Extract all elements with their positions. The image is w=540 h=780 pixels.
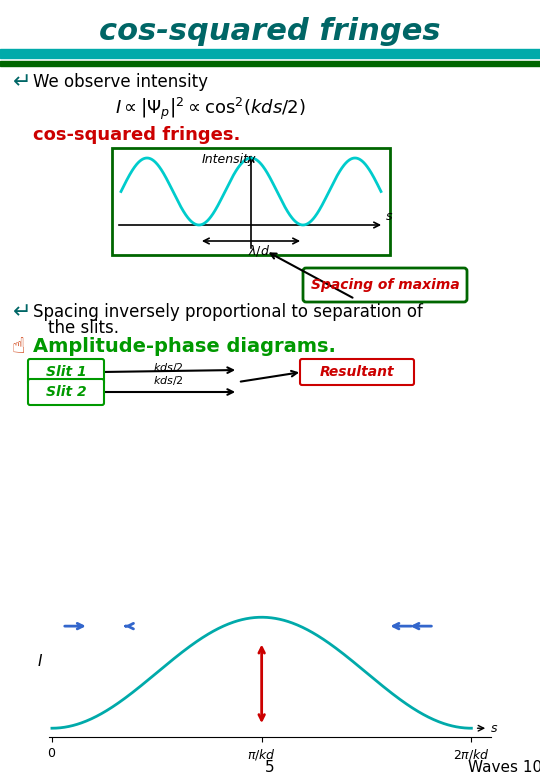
Text: We observe intensity: We observe intensity — [33, 73, 208, 91]
Text: 5: 5 — [265, 760, 275, 775]
Text: Waves 10: Waves 10 — [468, 760, 540, 775]
Text: s: s — [386, 211, 393, 224]
Text: cos-squared fringes.: cos-squared fringes. — [33, 126, 240, 144]
Text: the slits.: the slits. — [48, 319, 119, 337]
FancyBboxPatch shape — [303, 268, 467, 302]
Text: ↵: ↵ — [12, 72, 31, 92]
Text: ↵: ↵ — [12, 302, 31, 322]
Text: Spacing inversely proportional to separation of: Spacing inversely proportional to separa… — [33, 303, 423, 321]
Text: Spacing of maxima: Spacing of maxima — [310, 278, 460, 292]
Text: $I \propto \left|\Psi_p\right|^2 \propto \cos^2\!\left(kds/2\right)$: $I \propto \left|\Psi_p\right|^2 \propto… — [114, 96, 306, 122]
Bar — [0, 61, 540, 66]
Text: $kds/2$: $kds/2$ — [153, 374, 183, 387]
Text: cos-squared fringes: cos-squared fringes — [99, 17, 441, 47]
Text: Intensity: Intensity — [202, 153, 256, 166]
Text: Amplitude-phase diagrams.: Amplitude-phase diagrams. — [33, 338, 336, 356]
Bar — [0, 49, 540, 58]
Text: Resultant: Resultant — [320, 365, 394, 379]
FancyBboxPatch shape — [300, 359, 414, 385]
Y-axis label: $I$: $I$ — [37, 653, 43, 669]
Text: $kds/2$: $kds/2$ — [153, 361, 183, 374]
Text: Slit 2: Slit 2 — [46, 385, 86, 399]
Text: $\lambda/d$: $\lambda/d$ — [248, 243, 270, 258]
Bar — [112, 148, 390, 255]
Text: ☝: ☝ — [11, 337, 25, 357]
Text: $s$: $s$ — [490, 722, 498, 735]
Text: Slit 1: Slit 1 — [46, 365, 86, 379]
FancyBboxPatch shape — [28, 359, 104, 385]
FancyBboxPatch shape — [28, 379, 104, 405]
